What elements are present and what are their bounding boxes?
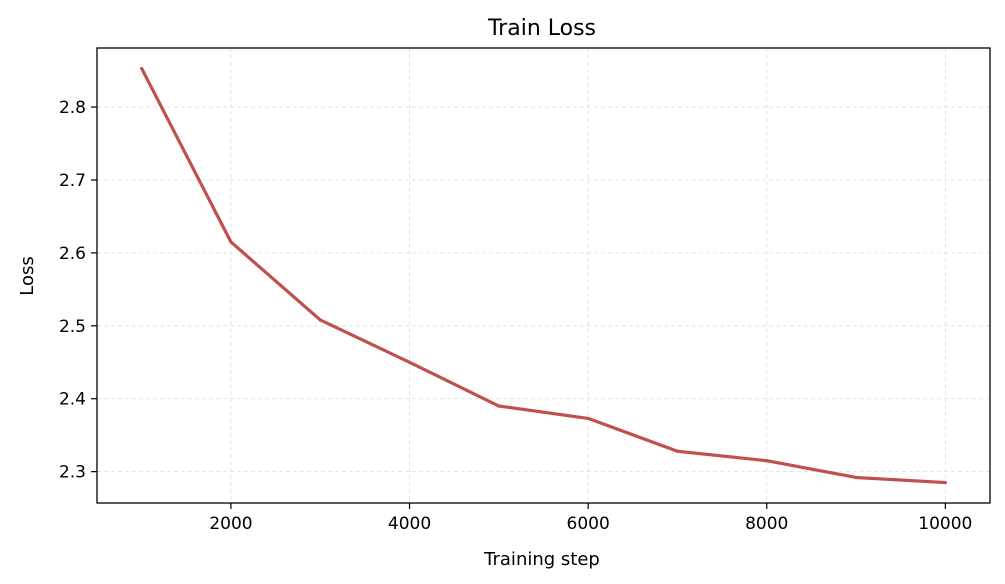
grid	[97, 48, 990, 503]
loss-data-point	[229, 240, 233, 244]
loss-data-point	[497, 404, 501, 408]
plot-frame	[96, 47, 991, 504]
y-tick-label: 2.7	[59, 171, 86, 191]
x-tick-label: 4000	[388, 514, 431, 534]
axis-ticks: 2000 4000 6000 8000 10000 2.3 2.4 2.5 2.6 2.7 2.8	[59, 98, 972, 534]
loss-series-line	[140, 67, 946, 485]
chart-title: Train Loss	[487, 16, 596, 41]
loss-data-point	[586, 416, 590, 421]
loss-data-point	[318, 318, 322, 322]
x-axis-title: Training step	[483, 549, 600, 570]
series-layer	[140, 66, 947, 485]
y-axis-title: Loss	[17, 256, 38, 295]
loss-data-point	[675, 449, 680, 453]
loss-data-point	[943, 480, 947, 485]
y-tick-label: 2.8	[59, 98, 86, 118]
loss-data-point	[854, 475, 858, 480]
y-tick-label: 2.5	[59, 317, 86, 337]
x-tick-label: 10000	[918, 514, 972, 534]
y-tick-label: 2.6	[59, 244, 86, 264]
x-tick-label: 8000	[745, 514, 788, 534]
loss-data-point	[407, 360, 412, 364]
loss-data-point	[765, 459, 769, 463]
loss-data-point	[140, 66, 144, 71]
x-tick-label: 6000	[567, 514, 610, 534]
x-tick-label: 2000	[209, 514, 252, 534]
y-tick-label: 2.4	[59, 390, 86, 410]
y-tick-label: 2.3	[59, 463, 86, 483]
